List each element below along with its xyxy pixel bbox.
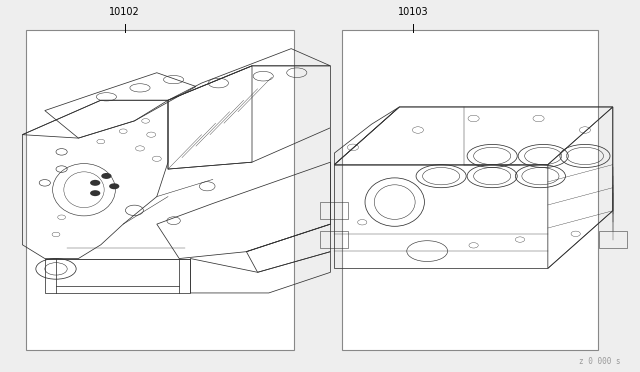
Bar: [26, 30, 294, 350]
Text: z 0 000 s: z 0 000 s: [579, 357, 621, 366]
Circle shape: [90, 180, 100, 186]
Text: 10102: 10102: [109, 7, 140, 17]
Text: 10103: 10103: [397, 7, 428, 17]
Circle shape: [109, 183, 119, 189]
Circle shape: [90, 190, 100, 196]
Circle shape: [101, 173, 111, 179]
Bar: [342, 30, 598, 350]
